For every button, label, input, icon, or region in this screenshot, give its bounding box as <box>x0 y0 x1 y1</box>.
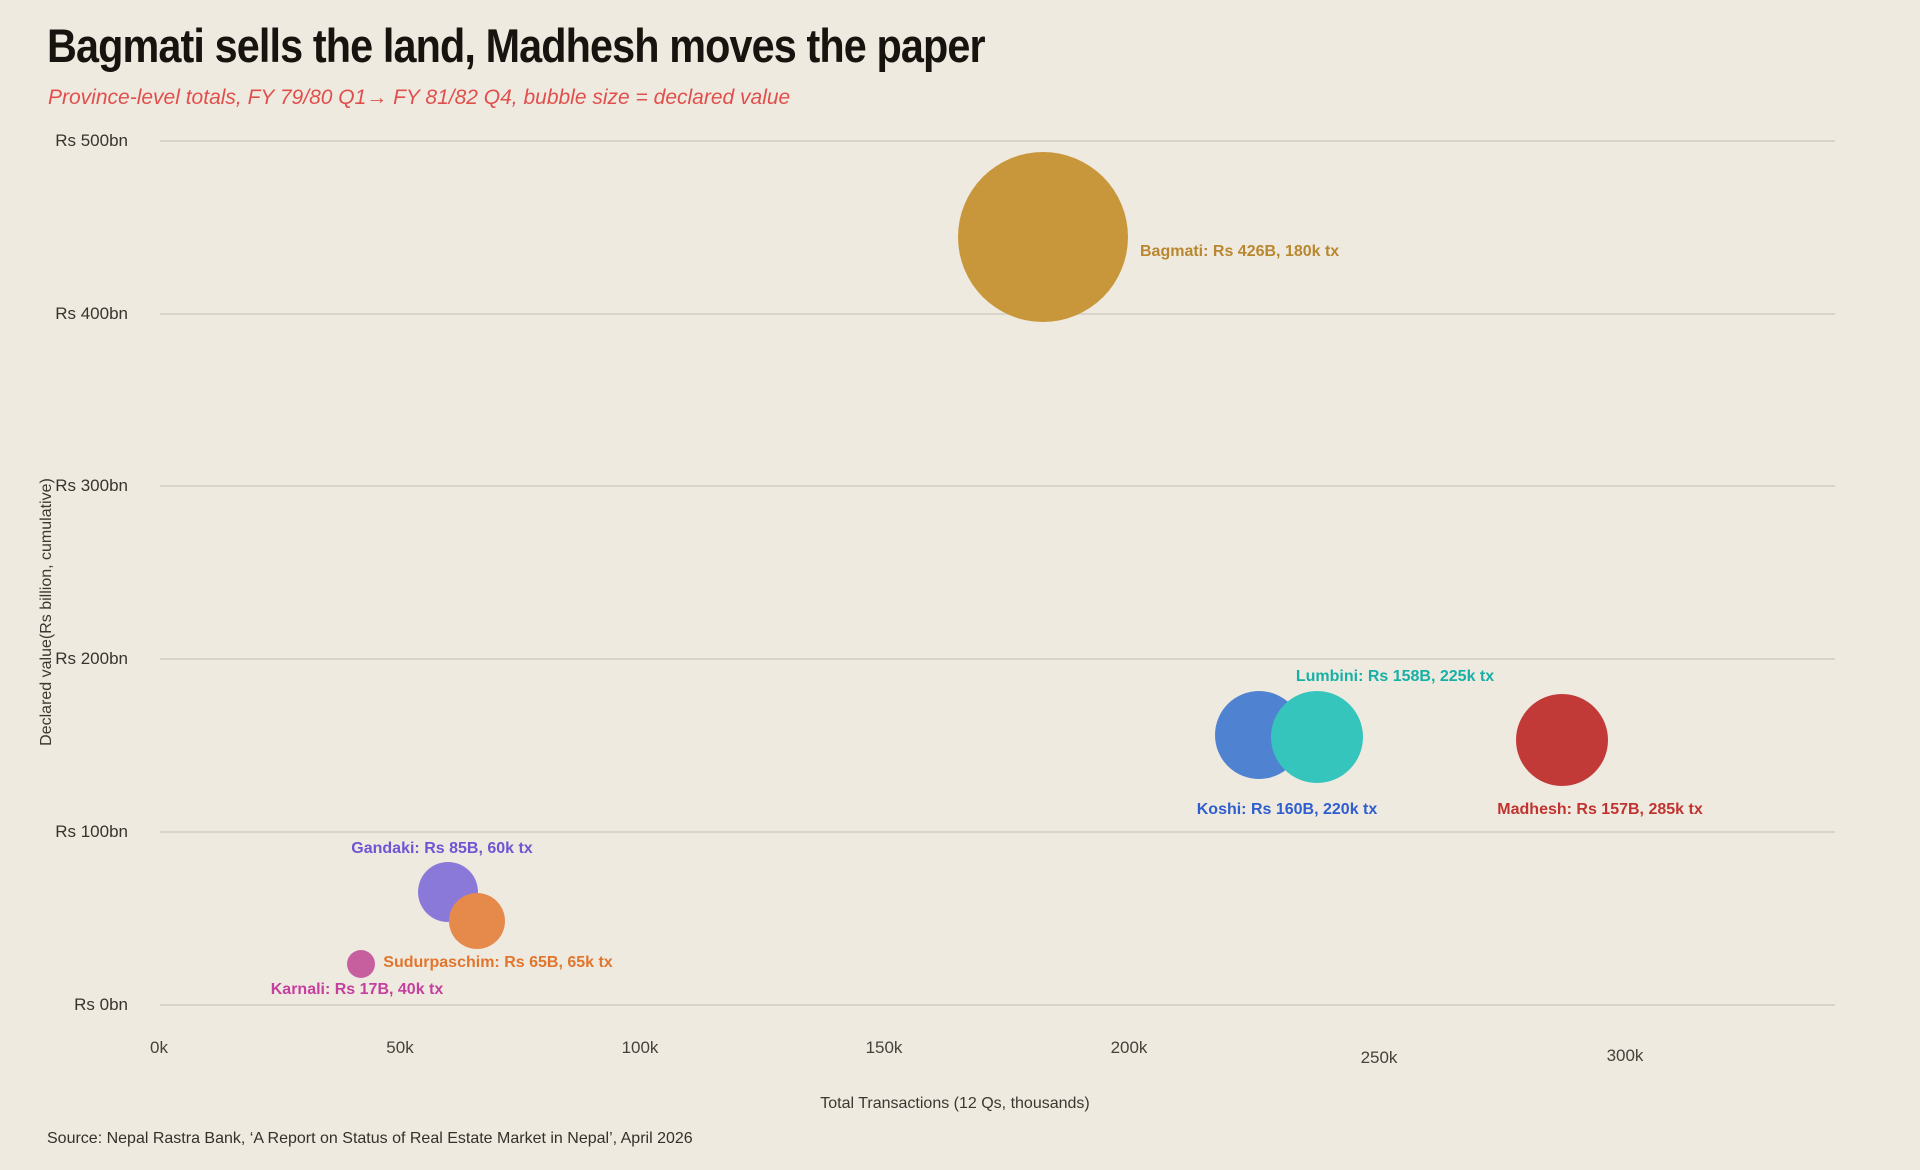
bubble-bagmati <box>958 152 1128 322</box>
bubble-label-karnali: Karnali: Rs 17B, 40k tx <box>270 981 444 998</box>
bubble-label-bagmati: Bagmati: Rs 426B, 180k tx <box>1140 243 1340 260</box>
chart-subtitle: Province-level totals, FY 79/80 Q1→ FY 8… <box>48 86 791 109</box>
bubble-sudurpaschim <box>449 893 505 949</box>
gridline-rs-100bn <box>160 831 1835 833</box>
y-axis-title: Declared value(Rs billion, cumulative) <box>38 478 55 746</box>
gridline-rs-300bn <box>160 485 1835 487</box>
x-tick-label: 150k <box>865 1038 903 1057</box>
y-tick-label: Rs 400bn <box>55 304 128 323</box>
source-note: Source: Nepal Rastra Bank, ‘A Report on … <box>47 1130 693 1147</box>
bubble-lumbini <box>1271 691 1363 783</box>
bubble-label-koshi: Koshi: Rs 160B, 220k tx <box>1196 801 1378 818</box>
x-axis-title: Total Transactions (12 Qs, thousands) <box>820 1095 1090 1112</box>
gridline-rs-400bn <box>160 313 1835 315</box>
y-tick-label: Rs 100bn <box>55 822 128 841</box>
x-tick-label: 200k <box>1110 1038 1148 1057</box>
y-tick-label: Rs 200bn <box>55 649 128 668</box>
bubble-label-lumbini: Lumbini: Rs 158B, 225k tx <box>1295 668 1495 685</box>
x-tick-label: 50k <box>386 1038 414 1057</box>
gridline-rs-500bn <box>160 140 1835 142</box>
bubble-madhesh <box>1516 694 1608 786</box>
x-tick-label: 0k <box>150 1038 168 1057</box>
bubble-label-madhesh: Madhesh: Rs 157B, 285k tx <box>1497 801 1703 818</box>
gridline-rs-200bn <box>160 658 1835 660</box>
y-tick-label: Rs 500bn <box>55 131 128 150</box>
x-tick-label: 100k <box>621 1038 659 1057</box>
chart-title: Bagmati sells the land, Madhesh moves th… <box>47 19 986 72</box>
bubble-label-sudurpaschim: Sudurpaschim: Rs 65B, 65k tx <box>383 954 613 971</box>
bubble-karnali <box>347 950 375 978</box>
y-tick-label: Rs 0bn <box>74 995 128 1014</box>
gridline-rs-0bn <box>160 1004 1835 1006</box>
x-tick-label: 250k <box>1360 1048 1398 1067</box>
x-tick-label: 300k <box>1606 1046 1644 1065</box>
bubble-label-gandaki: Gandaki: Rs 85B, 60k tx <box>351 840 533 857</box>
y-tick-label: Rs 300bn <box>55 476 128 495</box>
